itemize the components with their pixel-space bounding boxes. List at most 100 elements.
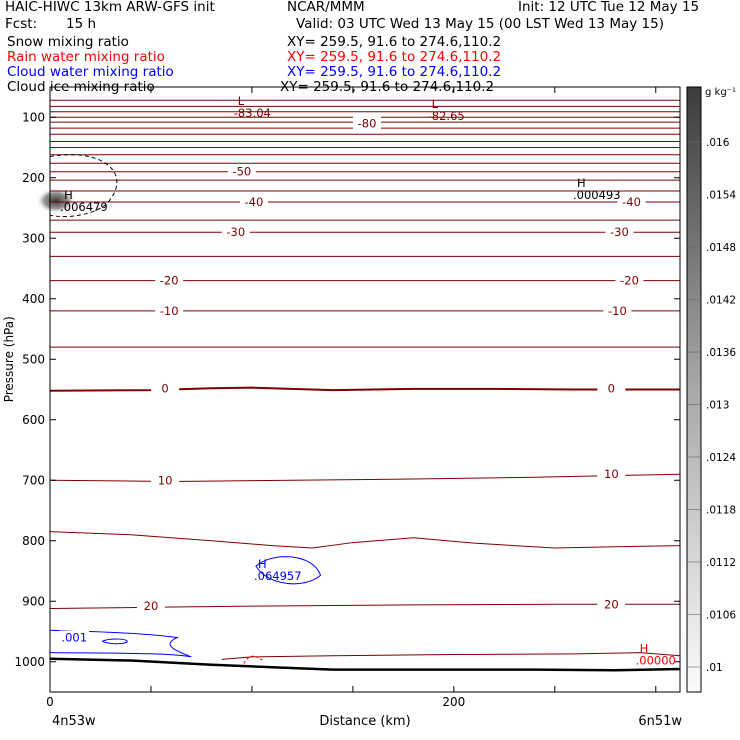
extremum-marker: L: [432, 97, 439, 111]
temperature-contour-label: -10: [608, 304, 627, 318]
contour-label-bg: [227, 164, 256, 178]
colorbar-tick-label: .013: [706, 400, 729, 412]
temperature-contour-label: 20: [144, 599, 159, 613]
temperature-contour-label: -10: [160, 304, 179, 318]
init-time: Init: 12 UTC Tue 12 May 15: [518, 0, 700, 15]
extremum-marker: H: [577, 176, 586, 190]
y-tick-label: 800: [22, 534, 45, 548]
temperature-contour-label: -40: [622, 195, 641, 209]
x-tick-label: 0: [46, 695, 54, 709]
contour-label-bg: [617, 194, 646, 208]
y-tick-label: 900: [22, 594, 45, 608]
temperature-contour-label: 20: [604, 597, 619, 611]
right-endpoint-label: 6n51w: [638, 714, 682, 729]
temperature-contour-label: -20: [160, 274, 179, 288]
x-tick-label: 200: [442, 695, 465, 709]
y-tick-label: 1000: [14, 655, 45, 669]
field-xy-rain: XY= 259.5, 91.6 to 274.6,110.2: [287, 49, 502, 65]
contour-label-bg: [615, 273, 644, 287]
cloud-ice-contour: [49, 154, 118, 218]
cloud-ice-shading: [36, 187, 77, 214]
colorbar-tick-label: .0136: [706, 347, 736, 359]
model-title: HAIC-HIWC 13km ARW-GFS init: [5, 0, 215, 15]
extremum-value: .00000: [636, 654, 676, 668]
extremum-marker: H: [64, 188, 73, 202]
y-axis-title: Pressure (hPa): [2, 316, 16, 402]
colorbar-tick-label: .0112: [706, 557, 736, 569]
temperature-contour-label: -30: [610, 225, 629, 239]
extremum-value: .000493: [573, 188, 621, 202]
temperature-contour-label: -40: [245, 195, 264, 209]
extremum-value: .064957: [254, 569, 302, 583]
temperature-contour-label: -20: [620, 274, 639, 288]
contour-label-bg: [597, 597, 626, 611]
temperature-contour-label: -50: [232, 165, 251, 179]
contour-label-bg: [221, 225, 250, 239]
temperature-contour: [49, 473, 681, 482]
contour-label-bg: [597, 381, 626, 395]
temperature-contour: [49, 531, 681, 549]
contour-label-bg: [155, 273, 184, 287]
contour-label-bg: [155, 303, 184, 317]
extremum-value: -82.65: [428, 109, 465, 123]
contour-label-bg: [151, 473, 180, 487]
x-axis-title: Distance (km): [319, 714, 410, 729]
colorbar-tick-label: .0148: [706, 242, 736, 254]
left-endpoint-label: 4n53w: [52, 714, 96, 729]
temperature-contour-label: 0: [161, 381, 168, 395]
temperature-contour-label: -80: [358, 116, 377, 130]
extremum-value: -83.04: [234, 106, 271, 120]
plot-frame: [49, 86, 681, 693]
temperature-contour-label: -30: [226, 225, 245, 239]
y-tick-label: 400: [22, 292, 45, 306]
forecast-hours: 15 h: [66, 16, 97, 32]
colorbar-unit: g kg⁻¹: [705, 87, 736, 98]
contour-label-bg: [353, 116, 382, 130]
surface-terrain-line: [49, 657, 681, 672]
y-tick-label: 500: [22, 352, 45, 366]
cloud-water-contour-label: .001: [61, 631, 87, 645]
colorbar-tick-label: .0142: [706, 295, 736, 307]
extremum-marker: H: [258, 557, 267, 571]
extremum-marker: H: [640, 642, 649, 656]
colorbar-tick-label: .01: [706, 662, 723, 674]
temperature-contour-label: 0: [608, 381, 615, 395]
contour-label-bg: [59, 630, 90, 644]
contour-label-bg: [605, 225, 634, 239]
valid-time: Valid: 03 UTC Wed 13 May 15 (00 LST Wed …: [296, 16, 664, 32]
contour-label-bg: [603, 303, 632, 317]
y-tick-label: 600: [22, 413, 45, 427]
forecast-label: Fcst:: [5, 16, 38, 32]
cloud-water-contour: [255, 556, 322, 585]
field-name-rain: Rain water mixing ratio: [7, 49, 165, 65]
contour-label-bg: [151, 381, 180, 395]
institution: NCAR/MMM: [287, 0, 365, 15]
colorbar-tick-label: .0106: [706, 610, 736, 622]
y-tick-label: 200: [22, 171, 45, 185]
temperature-contour: [49, 603, 680, 610]
field-xy-cloud-water: XY= 259.5, 91.6 to 274.6,110.2: [287, 64, 502, 80]
cloud-water-contour: [101, 638, 128, 645]
colorbar-tick-label: .0154: [706, 190, 736, 202]
temperature-contour-label: 10: [604, 467, 619, 481]
y-tick-label: 100: [22, 110, 45, 124]
field-name-snow: Snow mixing ratio: [7, 34, 129, 50]
temperature-contour-label: 10: [158, 473, 173, 487]
contour-label-bg: [597, 467, 626, 481]
cloud-water-contour: [49, 629, 192, 658]
colorbar-tick-label: .0124: [706, 452, 736, 464]
rain-water-contour: [243, 655, 265, 664]
zero-degree-contour: [49, 386, 680, 392]
field-xy-snow: XY= 259.5, 91.6 to 274.6,110.2: [287, 34, 502, 50]
colorbar: [686, 86, 702, 693]
colorbar-tick-label: .016: [706, 137, 730, 149]
field-name-cloud-water: Cloud water mixing ratio: [7, 64, 174, 80]
contour-label-bg: [136, 599, 165, 613]
extremum-value: .006479: [60, 200, 108, 214]
temperature-contour: [221, 652, 681, 660]
colorbar-tick-label: .0118: [706, 505, 736, 517]
y-tick-label: 300: [22, 231, 45, 245]
contour-label-bg: [239, 194, 268, 208]
y-tick-label: 700: [22, 473, 45, 487]
